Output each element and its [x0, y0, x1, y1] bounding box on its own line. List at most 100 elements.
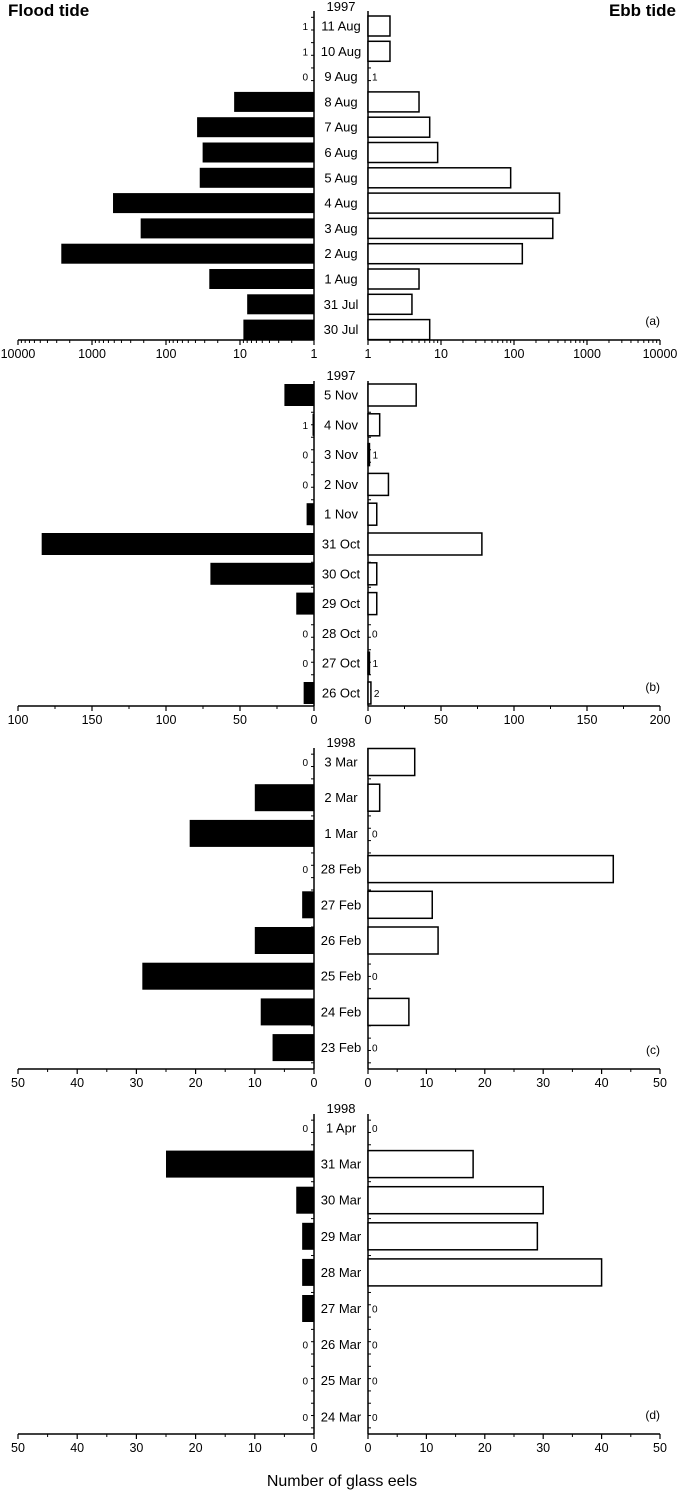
- flood-tide-title: Flood tide: [8, 1, 89, 20]
- category-label: 9 Aug: [324, 69, 357, 84]
- ebb-bar: [367, 1185, 544, 1215]
- ebb-tick-label: 20: [478, 1076, 492, 1090]
- category-label: 24 Mar: [321, 1409, 362, 1424]
- category-label: 7 Aug: [324, 120, 357, 135]
- ebb-tick-label: 150: [577, 713, 598, 727]
- category-label: 23 Feb: [321, 1040, 361, 1055]
- flood-bar: [247, 294, 314, 315]
- flood-bar: [284, 384, 314, 406]
- flood-tick-label: 10: [248, 1076, 262, 1090]
- ebb-bar: [367, 192, 561, 214]
- category-label: 24 Feb: [321, 1004, 361, 1019]
- flood-bar: [260, 998, 314, 1026]
- category-label: 28 Feb: [321, 862, 361, 877]
- flood-bar: [41, 533, 315, 555]
- flood-data-label: 1: [302, 421, 308, 432]
- ebb-tick-label: 1: [365, 347, 372, 361]
- ebb-bar: [367, 783, 381, 812]
- ebb-tick-label: 100: [504, 347, 525, 361]
- flood-tick-label: 20: [189, 1076, 203, 1090]
- category-label: 26 Mar: [321, 1337, 362, 1352]
- x-axis-title: Number of glass eels: [267, 1473, 417, 1490]
- ebb-data-label: 1: [372, 451, 378, 462]
- year-label: 1998: [327, 735, 356, 750]
- category-label: 3 Nov: [324, 447, 358, 462]
- flood-bar: [166, 1150, 314, 1178]
- flood-data-label: 0: [302, 480, 308, 491]
- ebb-tick-label: 10: [434, 347, 448, 361]
- flood-tick-label: 10: [233, 347, 247, 361]
- flood-data-label: 0: [302, 865, 308, 876]
- ebb-bar: [367, 562, 378, 586]
- ebb-data-label: 0: [372, 1124, 378, 1135]
- flood-data-label: 0: [302, 758, 308, 769]
- ebb-tide-title: Ebb tide: [609, 1, 676, 20]
- category-label: 31 Jul: [324, 297, 359, 312]
- flood-tick-label: 1000: [78, 347, 106, 361]
- category-label: 1 Aug: [324, 272, 357, 287]
- category-label: 26 Feb: [321, 933, 361, 948]
- flood-tick-label: 30: [129, 1441, 143, 1455]
- ebb-bar: [367, 890, 433, 920]
- category-label: 25 Feb: [321, 969, 361, 984]
- ebb-bar: [367, 502, 378, 526]
- ebb-tick-label: 50: [653, 1441, 667, 1455]
- panel-label: (b): [645, 680, 660, 694]
- flood-tick-label: 10: [248, 1441, 262, 1455]
- ebb-data-label: 0: [372, 972, 378, 983]
- ebb-tick-label: 0: [365, 713, 372, 727]
- ebb-bar: [367, 167, 512, 189]
- flood-tick-label: 40: [70, 1441, 84, 1455]
- flood-bar: [272, 1034, 314, 1062]
- flood-bar: [302, 1258, 314, 1286]
- flood-bar: [243, 319, 314, 340]
- ebb-bar: [367, 532, 483, 556]
- category-label: 10 Aug: [321, 44, 362, 59]
- ebb-bar: [367, 1149, 474, 1179]
- category-label: 27 Mar: [321, 1301, 362, 1316]
- flood-tick-label: 10000: [1, 347, 36, 361]
- ebb-bar: [367, 293, 413, 316]
- category-label: 2 Nov: [324, 477, 358, 492]
- category-label: 1 Mar: [324, 826, 358, 841]
- ebb-tick-label: 20: [478, 1441, 492, 1455]
- flood-tick-label: 50: [11, 1076, 25, 1090]
- flood-bar: [254, 784, 314, 812]
- category-label: 31 Oct: [322, 537, 361, 552]
- ebb-bar: [367, 141, 439, 164]
- ebb-bar: [367, 318, 431, 341]
- ebb-bar: [367, 681, 372, 705]
- ebb-bar: [367, 747, 416, 777]
- panel-label: (c): [646, 1043, 660, 1057]
- flood-bar: [306, 503, 314, 526]
- flood-data-label: 0: [302, 1341, 308, 1352]
- ebb-tick-label: 50: [434, 713, 448, 727]
- category-label: 2 Mar: [324, 790, 358, 805]
- ebb-data-label: 1: [372, 73, 378, 84]
- flood-tick-label: 100: [156, 347, 177, 361]
- flood-tick-label: 1: [311, 347, 318, 361]
- ebb-bar: [367, 651, 371, 675]
- ebb-tick-label: 0: [365, 1076, 372, 1090]
- flood-tick-label: 40: [70, 1076, 84, 1090]
- ebb-bar: [367, 217, 554, 240]
- flood-bar: [302, 1295, 314, 1322]
- flood-data-label: 0: [302, 1124, 308, 1135]
- category-label: 26 Oct: [322, 686, 361, 701]
- ebb-tick-label: 200: [650, 713, 671, 727]
- flood-data-label: 1: [302, 22, 308, 33]
- flood-tick-label: 100: [156, 713, 177, 727]
- flood-bar: [296, 592, 314, 615]
- ebb-bar: [367, 40, 391, 63]
- ebb-data-label: 0: [372, 1341, 378, 1352]
- category-label: 1 Apr: [326, 1121, 357, 1136]
- ebb-data-label: 0: [372, 1305, 378, 1316]
- flood-bar: [202, 142, 314, 163]
- flood-tick-label: 30: [129, 1076, 143, 1090]
- flood-data-label: 0: [302, 451, 308, 462]
- ebb-bar: [367, 1258, 603, 1287]
- ebb-bar: [367, 854, 615, 884]
- ebb-data-label: 0: [372, 1377, 378, 1388]
